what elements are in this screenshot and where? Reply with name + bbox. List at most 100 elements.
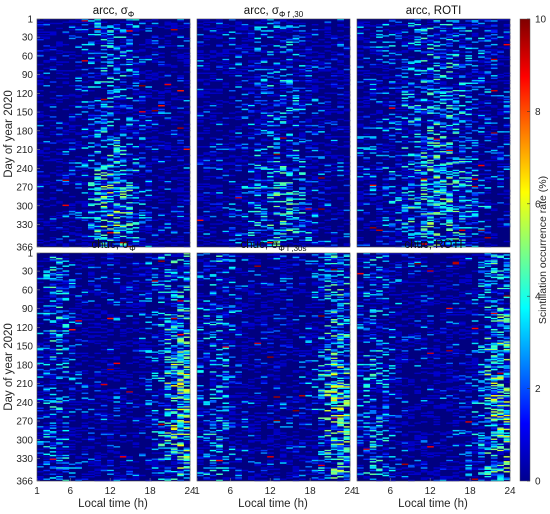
heatmap-cell	[376, 151, 383, 153]
heatmap-cell	[56, 166, 63, 168]
heatmap-cell	[126, 242, 133, 244]
heatmap-cell	[100, 111, 108, 113]
heatmap-cell	[401, 86, 409, 88]
heatmap-cell	[170, 156, 178, 158]
heatmap-cell	[357, 175, 364, 178]
heatmap-cell	[376, 154, 383, 157]
heatmap-cell	[286, 224, 293, 227]
heatmap-cell	[254, 215, 262, 218]
heatmap-cell	[286, 151, 293, 153]
heatmap-cell	[279, 116, 287, 118]
heatmap-cell	[235, 106, 242, 108]
heatmap-cell	[209, 210, 217, 213]
heatmap-cell	[126, 119, 133, 122]
heatmap-cell	[235, 68, 242, 71]
heatmap-cell	[363, 80, 371, 82]
heatmap-cell	[286, 73, 293, 76]
heatmap-cell	[94, 200, 102, 203]
heatmap-cell	[497, 225, 504, 228]
heatmap-cell	[248, 123, 255, 126]
heatmap-cell	[471, 158, 479, 160]
heatmap-cell	[465, 210, 473, 213]
heatmap-cell	[216, 129, 223, 132]
heatmap-cell	[292, 243, 300, 245]
heatmap-cell	[49, 204, 57, 207]
heatmap-cell	[100, 32, 108, 35]
heatmap-cell	[286, 198, 293, 200]
heatmap-cell	[260, 168, 268, 170]
heatmap-cell	[286, 127, 293, 129]
heatmap-cell	[203, 175, 211, 178]
heatmap-cell	[388, 19, 396, 21]
heatmap-cell	[273, 102, 281, 104]
heatmap-cell	[164, 242, 172, 244]
heatmap-cell	[177, 224, 184, 227]
heatmap-cell	[100, 238, 108, 240]
heatmap-cell	[100, 146, 108, 148]
heatmap-cell	[395, 232, 402, 234]
heatmap-cell	[88, 113, 95, 116]
heatmap-cell	[363, 147, 371, 149]
heatmap-cell	[81, 183, 89, 185]
heatmap-cell	[330, 245, 338, 248]
heatmap-cell	[452, 121, 460, 123]
heatmap-cell	[88, 259, 95, 261]
heatmap-cell	[113, 199, 121, 202]
heatmap-cell	[151, 235, 159, 238]
heatmap-cell	[311, 149, 319, 152]
heatmap-cell	[478, 234, 485, 236]
heatmap-cell	[68, 173, 76, 175]
heatmap-cell	[484, 113, 492, 116]
heatmap-cell	[216, 92, 223, 94]
heatmap-cell	[484, 137, 492, 139]
heatmap-cell	[286, 193, 293, 195]
heatmap-cell	[311, 208, 319, 210]
heatmap-cell	[343, 73, 351, 76]
heatmap-cell	[260, 235, 268, 238]
heatmap-cell	[49, 91, 57, 93]
heatmap-cell	[401, 215, 409, 218]
heatmap-cell	[478, 178, 485, 180]
heatmap-cell	[420, 136, 428, 138]
heatmap-cell	[126, 30, 133, 32]
heatmap-cell	[395, 21, 402, 23]
heatmap-cell	[94, 134, 102, 137]
heatmap-cell	[433, 202, 441, 204]
heatmap-cell	[490, 81, 498, 83]
heatmap-cell	[401, 210, 409, 213]
heatmap-cell	[139, 92, 146, 94]
heatmap-cell	[94, 60, 102, 62]
heatmap-cell	[292, 157, 300, 159]
heatmap-cell	[164, 131, 172, 133]
heatmap-cell	[170, 23, 178, 26]
heatmap-cell	[363, 161, 371, 163]
heatmap-cell	[427, 166, 434, 168]
heatmap-cell	[81, 204, 89, 207]
heatmap-cell	[318, 61, 325, 63]
heatmap-cell	[43, 45, 51, 47]
heatmap-cell	[126, 23, 133, 26]
heatmap-cell	[170, 28, 178, 31]
heatmap-cell	[446, 86, 453, 88]
heatmap-cell	[100, 65, 108, 67]
heatmap-cell	[357, 166, 364, 168]
heatmap-cell	[465, 173, 473, 175]
heatmap-cell	[241, 164, 249, 167]
heatmap-cell	[100, 230, 108, 233]
heatmap-cell	[420, 138, 428, 141]
heatmap-cell	[292, 143, 300, 146]
heatmap-cell	[388, 87, 396, 89]
heatmap-cell	[286, 215, 293, 218]
heatmap-cell	[343, 136, 351, 138]
heatmap-cell	[446, 50, 453, 52]
heatmap-cell	[273, 63, 281, 66]
heatmap-cell	[100, 112, 108, 114]
heatmap-cell	[395, 222, 402, 224]
heatmap-cell	[139, 43, 146, 46]
heatmap-cell	[197, 106, 204, 108]
heatmap-cell	[311, 243, 319, 245]
heatmap-cell	[452, 107, 460, 109]
heatmap-cell	[305, 118, 313, 121]
heatmap-cell	[107, 108, 114, 111]
heatmap-cell	[119, 38, 127, 41]
